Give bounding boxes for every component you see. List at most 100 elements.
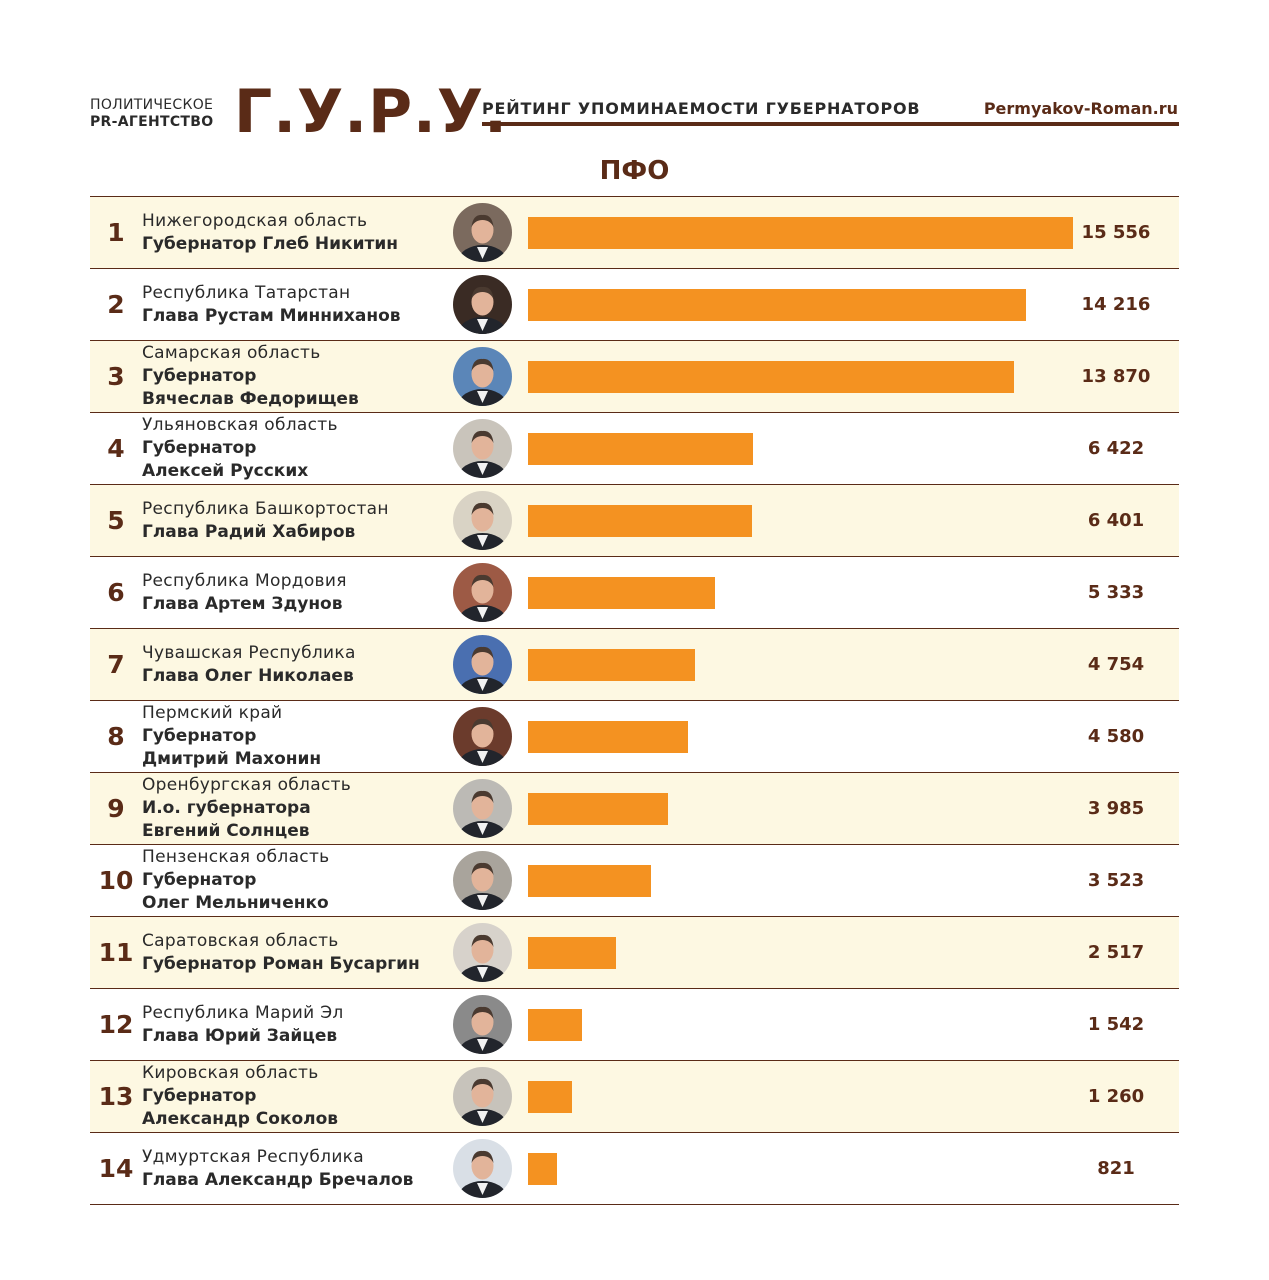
portrait-icon [453,707,512,766]
mention-bar [528,289,1026,321]
governor-name: Евгений Солнцев [142,821,310,841]
mention-count: 4 580 [1087,726,1145,747]
brand-logo: Г.У.Р.У. [234,77,508,147]
region-name: Чувашская Республика [142,642,356,663]
portrait-icon [453,275,512,334]
rating-table: 1 Нижегородская область Губернатор Глеб Ни… [90,196,1179,1205]
agency-caption: ПОЛИТИЧЕСКОЕ PR-АГЕНТСТВО [90,97,213,131]
mention-count: 14 216 [1081,294,1151,315]
portrait-icon [453,347,512,406]
rank-number: 8 [107,722,125,751]
mention-count: 3 523 [1087,870,1145,891]
region-name: Республика Марий Эл [142,1002,344,1023]
chart-title: ПФО [599,156,670,186]
governor-name: Губернатор [142,438,257,458]
governor-name: Глава Радий Хабиров [142,521,356,542]
governor-name: Глава Рустам Минниханов [142,305,401,326]
portrait-icon [453,995,512,1054]
rank-number: 10 [98,866,134,895]
governor-label: Чувашская Республика Глава Олег Николаев [142,629,452,700]
mention-bar [528,649,695,681]
mention-bar [528,721,688,753]
governor-label: Нижегородская область Губернатор Глеб Ник… [142,197,452,268]
governor-name: Губернатор [142,1086,257,1106]
rank-number: 14 [98,1154,134,1183]
governor-label: Республика Башкортостан Глава Радий Хабир… [142,485,452,556]
rank-number: 12 [98,1010,134,1039]
governor-name: Глава Олег Николаев [142,665,354,686]
region-name: Республика Башкортостан [142,498,389,519]
region-name: Ульяновская область [142,415,338,435]
portrait-icon [453,563,512,622]
mention-count: 1 260 [1087,1086,1145,1107]
table-row: 8 Пермский край Губернатор Дмитрий Махонин 4… [90,701,1179,773]
table-row: 7 Чувашская Республика Глава Олег Николаев… [90,629,1179,701]
mention-bar [528,433,753,465]
mention-bar [528,577,715,609]
mention-bar [528,865,651,897]
governor-name: Губернатор Глеб Никитин [142,233,399,254]
mention-bar [528,505,752,537]
governor-name: Олег Мельниченко [142,893,329,913]
region-name: Нижегородская область [142,210,368,231]
mention-count: 5 333 [1087,582,1145,603]
governor-name: Губернатор [142,726,257,746]
portrait-icon [453,635,512,694]
portrait-icon [453,1139,512,1198]
portrait-icon [453,491,512,550]
table-row: 2 Республика Татарстан Глава Рустам Минних… [90,269,1179,341]
rank-number: 1 [107,218,125,247]
table-row: 6 Республика Мордовия Глава Артем Здунов 5 … [90,557,1179,629]
mention-bar [528,1153,557,1185]
governor-label: Пермский край Губернатор Дмитрий Махонин [142,701,452,772]
governor-name: Губернатор [142,870,257,890]
portrait-icon [453,779,512,838]
rank-number: 4 [107,434,125,463]
agency-caption-line2: PR-АГЕНТСТВО [90,114,214,130]
mention-count: 13 870 [1081,366,1151,387]
table-row: 14 Удмуртская Республика Глава Александр Б… [90,1133,1179,1205]
governor-label: Ульяновская область Губернатор Алексей Рус… [142,413,452,484]
mention-count: 3 985 [1087,798,1145,819]
rank-number: 11 [98,938,134,967]
mention-count: 4 754 [1087,654,1145,675]
table-row: 11 Саратовская область Губернатор Роман Бу… [90,917,1179,989]
governor-name: И.о. губернатора [142,798,311,818]
governor-name: Дмитрий Махонин [142,749,322,769]
governor-label: Пензенская область Губернатор Олег Мельнич… [142,845,452,916]
rank-number: 7 [107,650,125,679]
rank-number: 9 [107,794,125,823]
rank-number: 2 [107,290,125,319]
page-title: РЕЙТИНГ УПОМИНАЕМОСТИ ГУБЕРНАТОРОВ [482,99,921,118]
mention-count: 821 [1097,1158,1135,1179]
governor-name: Глава Артем Здунов [142,593,343,614]
region-name: Удмуртская Республика [142,1146,364,1167]
governor-label: Саратовская область Губернатор Роман Буса… [142,917,452,988]
mention-count: 6 401 [1087,510,1145,531]
mention-count: 1 542 [1087,1014,1145,1035]
governor-label: Самарская область Губернатор Вячеслав Федо… [142,341,452,412]
portrait-icon [453,203,512,262]
table-row: 3 Самарская область Губернатор Вячеслав Фед… [90,341,1179,413]
table-row: 10 Пензенская область Губернатор Олег Мельн… [90,845,1179,917]
governor-label: Республика Татарстан Глава Рустам Минниха… [142,269,452,340]
governor-name: Глава Александр Бречалов [142,1169,414,1190]
mention-count: 6 422 [1087,438,1145,459]
rank-number: 13 [98,1082,134,1111]
region-name: Республика Мордовия [142,570,347,591]
mention-bar [528,1081,572,1113]
table-row: 4 Ульяновская область Губернатор Алексей Ру… [90,413,1179,485]
portrait-icon [453,419,512,478]
region-name: Саратовская область [142,930,339,951]
region-name: Пензенская область [142,847,330,867]
rank-number: 3 [107,362,125,391]
site-link[interactable]: Permyakov-Roman.ru [983,99,1178,118]
governor-name: Губернатор [142,366,257,386]
mention-count: 15 556 [1081,222,1151,243]
mention-count: 2 517 [1087,942,1145,963]
portrait-icon [453,923,512,982]
mention-bar [528,793,668,825]
table-row: 5 Республика Башкортостан Глава Радий Хаби… [90,485,1179,557]
region-name: Республика Татарстан [142,282,351,303]
governor-label: Оренбургская область И.о. губернатора Евге… [142,773,452,844]
